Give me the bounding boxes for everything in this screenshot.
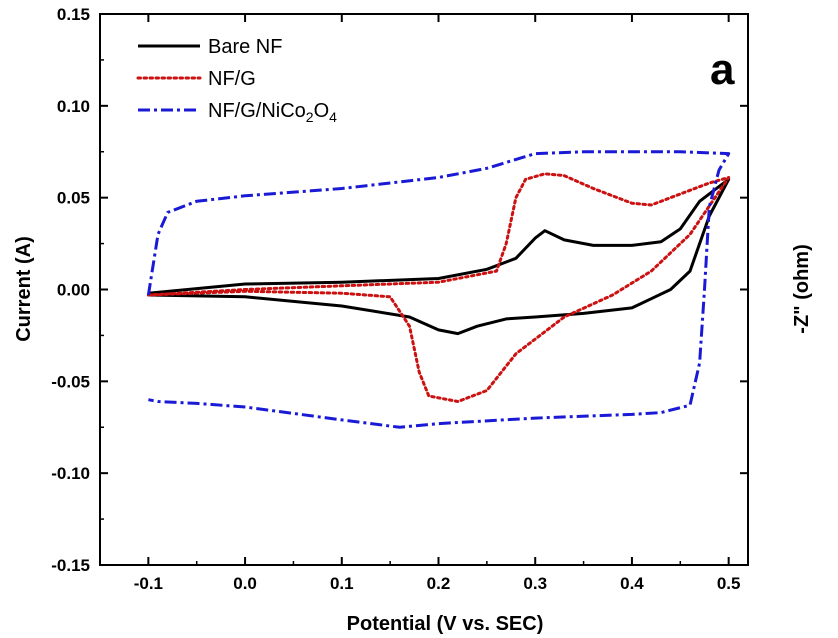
right-axis-title: -Z" (ohm): [791, 244, 813, 333]
y-tick-label: 0.05: [57, 189, 90, 208]
x-tick-label: 0.5: [717, 574, 741, 593]
x-tick-label: -0.1: [134, 574, 163, 593]
y-tick-label: -0.10: [51, 464, 90, 483]
y-tick-label: 0.00: [57, 281, 90, 300]
x-axis-title: Potential (V vs. SEC): [347, 613, 544, 635]
y-tick-label: 0.10: [57, 97, 90, 116]
x-tick-label: 0.2: [427, 574, 451, 593]
series-line-1: [148, 177, 731, 336]
y-tick-label: -0.05: [51, 372, 90, 391]
legend-label-2: NF/G: [208, 68, 256, 90]
x-tick-label: 0.3: [523, 574, 547, 593]
x-tick-label: 0.4: [620, 574, 644, 593]
series-line-3: [146, 150, 731, 429]
x-tick-label: 0.1: [330, 574, 354, 593]
series-line-2: [146, 172, 731, 403]
panel-label: a: [710, 45, 735, 94]
x-tick-label: 0.0: [233, 574, 257, 593]
y-tick-label: 0.15: [57, 5, 90, 24]
y-axis-title: Current (A): [13, 236, 35, 342]
legend-label-1: Bare NF: [208, 36, 282, 58]
y-tick-label: -0.15: [51, 556, 90, 575]
legend-label-3: NF/G/NiCo2O4: [208, 100, 337, 125]
